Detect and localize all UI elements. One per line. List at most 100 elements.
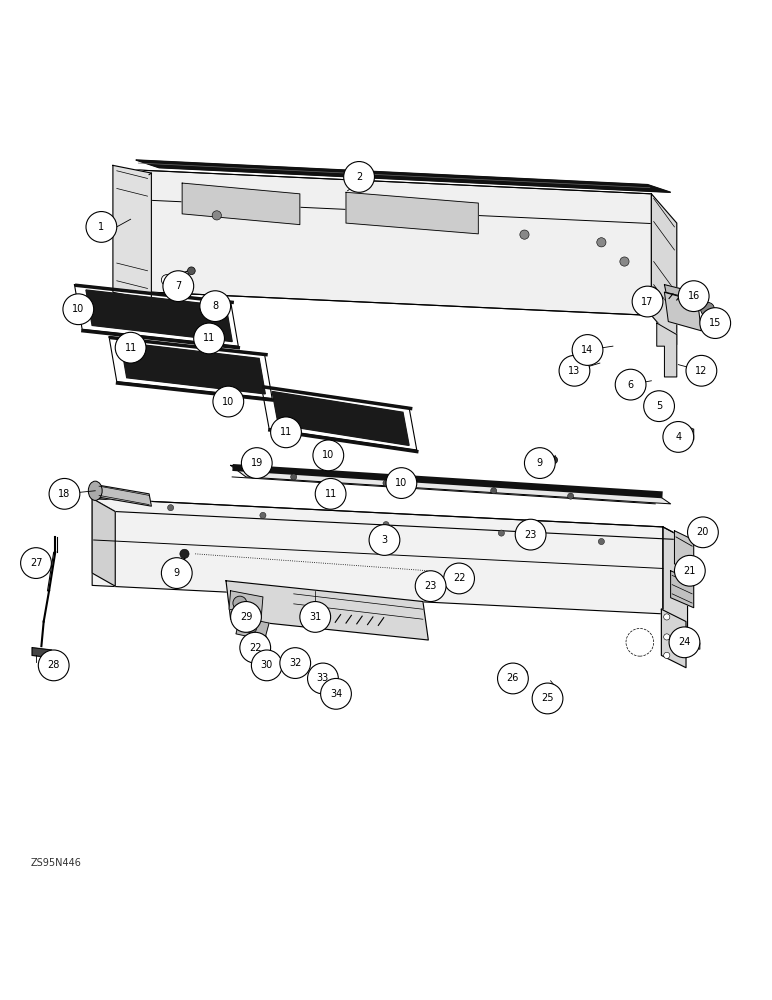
Polygon shape — [231, 465, 671, 504]
Text: 22: 22 — [249, 643, 262, 653]
Circle shape — [632, 286, 663, 317]
Polygon shape — [652, 194, 677, 345]
Circle shape — [115, 332, 146, 363]
Text: 1: 1 — [98, 222, 104, 232]
Circle shape — [369, 525, 400, 555]
Circle shape — [252, 650, 282, 681]
Polygon shape — [109, 337, 273, 398]
Text: 11: 11 — [203, 333, 215, 343]
Circle shape — [242, 448, 273, 478]
Circle shape — [620, 257, 629, 266]
Circle shape — [21, 548, 52, 578]
Circle shape — [63, 294, 93, 325]
Circle shape — [320, 678, 351, 709]
Polygon shape — [113, 165, 151, 300]
Text: 32: 32 — [289, 658, 301, 668]
Text: 28: 28 — [48, 660, 60, 670]
Polygon shape — [662, 609, 686, 668]
Circle shape — [212, 211, 222, 220]
Circle shape — [524, 448, 555, 478]
Text: 25: 25 — [541, 693, 554, 703]
Polygon shape — [236, 617, 269, 640]
Polygon shape — [92, 498, 688, 540]
Circle shape — [644, 391, 675, 422]
Polygon shape — [675, 531, 694, 573]
Text: 22: 22 — [453, 573, 466, 583]
Circle shape — [664, 652, 670, 658]
Text: 7: 7 — [175, 281, 181, 291]
Polygon shape — [92, 498, 115, 586]
Polygon shape — [680, 637, 700, 649]
Text: 14: 14 — [581, 345, 594, 355]
Circle shape — [498, 530, 504, 536]
Circle shape — [194, 323, 225, 354]
Polygon shape — [663, 527, 688, 627]
Text: 33: 33 — [317, 673, 329, 683]
Circle shape — [532, 683, 563, 714]
Polygon shape — [273, 392, 409, 445]
Polygon shape — [523, 529, 540, 546]
Circle shape — [597, 238, 606, 247]
Circle shape — [200, 291, 231, 322]
Text: ZS95N446: ZS95N446 — [31, 858, 82, 868]
Circle shape — [386, 468, 417, 498]
Circle shape — [615, 369, 646, 400]
Circle shape — [675, 555, 706, 586]
Polygon shape — [120, 169, 675, 225]
Circle shape — [86, 212, 117, 242]
Circle shape — [240, 632, 271, 663]
Text: 23: 23 — [425, 581, 437, 591]
Circle shape — [231, 602, 262, 632]
Polygon shape — [226, 581, 428, 640]
Text: 8: 8 — [212, 301, 218, 311]
Circle shape — [550, 456, 557, 464]
Polygon shape — [120, 342, 266, 394]
Circle shape — [664, 614, 670, 620]
Circle shape — [598, 538, 604, 545]
Text: 10: 10 — [395, 478, 408, 488]
Circle shape — [686, 355, 716, 386]
Polygon shape — [120, 169, 652, 315]
Polygon shape — [262, 386, 417, 450]
Circle shape — [549, 688, 555, 694]
Circle shape — [188, 267, 195, 275]
Circle shape — [383, 522, 389, 528]
Circle shape — [559, 355, 590, 386]
Polygon shape — [182, 183, 300, 225]
Text: 24: 24 — [679, 637, 691, 647]
Text: 31: 31 — [309, 612, 321, 622]
Circle shape — [497, 663, 528, 694]
Circle shape — [458, 570, 469, 581]
Text: 30: 30 — [261, 660, 273, 670]
Text: 20: 20 — [697, 527, 709, 537]
Circle shape — [679, 281, 709, 312]
Polygon shape — [665, 292, 702, 331]
Ellipse shape — [88, 481, 102, 500]
Text: 27: 27 — [30, 558, 42, 568]
Circle shape — [515, 519, 546, 550]
Text: 9: 9 — [174, 568, 180, 578]
Circle shape — [664, 634, 670, 640]
Circle shape — [49, 478, 80, 509]
Circle shape — [313, 440, 344, 471]
Circle shape — [651, 287, 657, 293]
Text: 13: 13 — [568, 366, 581, 376]
Circle shape — [491, 488, 496, 494]
Circle shape — [213, 386, 244, 417]
Polygon shape — [229, 591, 263, 615]
Text: 29: 29 — [240, 612, 252, 622]
Circle shape — [161, 558, 192, 588]
Polygon shape — [657, 323, 677, 377]
Text: 4: 4 — [676, 432, 682, 442]
Text: 11: 11 — [324, 489, 337, 499]
Circle shape — [521, 670, 527, 676]
Polygon shape — [665, 285, 703, 302]
Text: 17: 17 — [642, 297, 654, 307]
Circle shape — [161, 275, 172, 285]
Text: 5: 5 — [656, 401, 662, 411]
Text: 2: 2 — [356, 172, 362, 182]
Circle shape — [572, 335, 603, 365]
Text: 15: 15 — [709, 318, 721, 328]
Text: 11: 11 — [280, 427, 292, 437]
Text: 18: 18 — [59, 489, 70, 499]
